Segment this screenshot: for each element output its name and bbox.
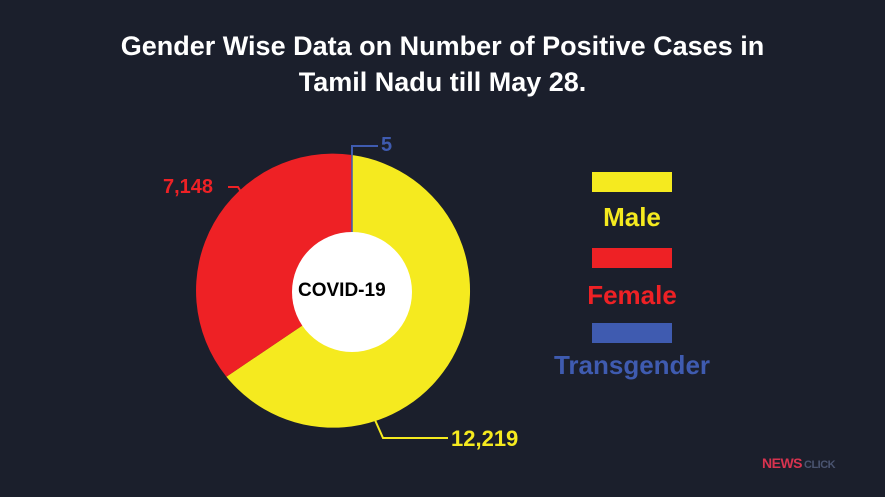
center-label: COVID-19 <box>298 280 386 301</box>
title-line-1: Gender Wise Data on Number of Positive C… <box>120 31 765 61</box>
brand-sub: CLICK <box>804 459 836 471</box>
brand-logo: NEWS CLICK <box>762 455 836 471</box>
legend-label-transgender: Transgender <box>553 350 711 380</box>
slice-female <box>196 153 352 377</box>
donut-hole <box>292 232 412 352</box>
legend-swatch-transgender <box>592 323 672 343</box>
slice-male <box>226 155 471 428</box>
legend-label-female: Female <box>587 280 677 310</box>
legend-swatch-male <box>592 172 672 192</box>
legend-label-male: Male <box>603 202 661 232</box>
brand-main: NEWS <box>762 455 803 471</box>
chart-title: Gender Wise Data on Number of Positive C… <box>0 28 885 100</box>
label-transgender: 5 <box>381 134 393 156</box>
label-male: 12,219 <box>451 426 519 451</box>
label-female: 7,148 <box>163 176 214 198</box>
legend-swatch-female <box>592 248 672 268</box>
title-line-2: Tamil Nadu till May 28. <box>298 67 587 97</box>
